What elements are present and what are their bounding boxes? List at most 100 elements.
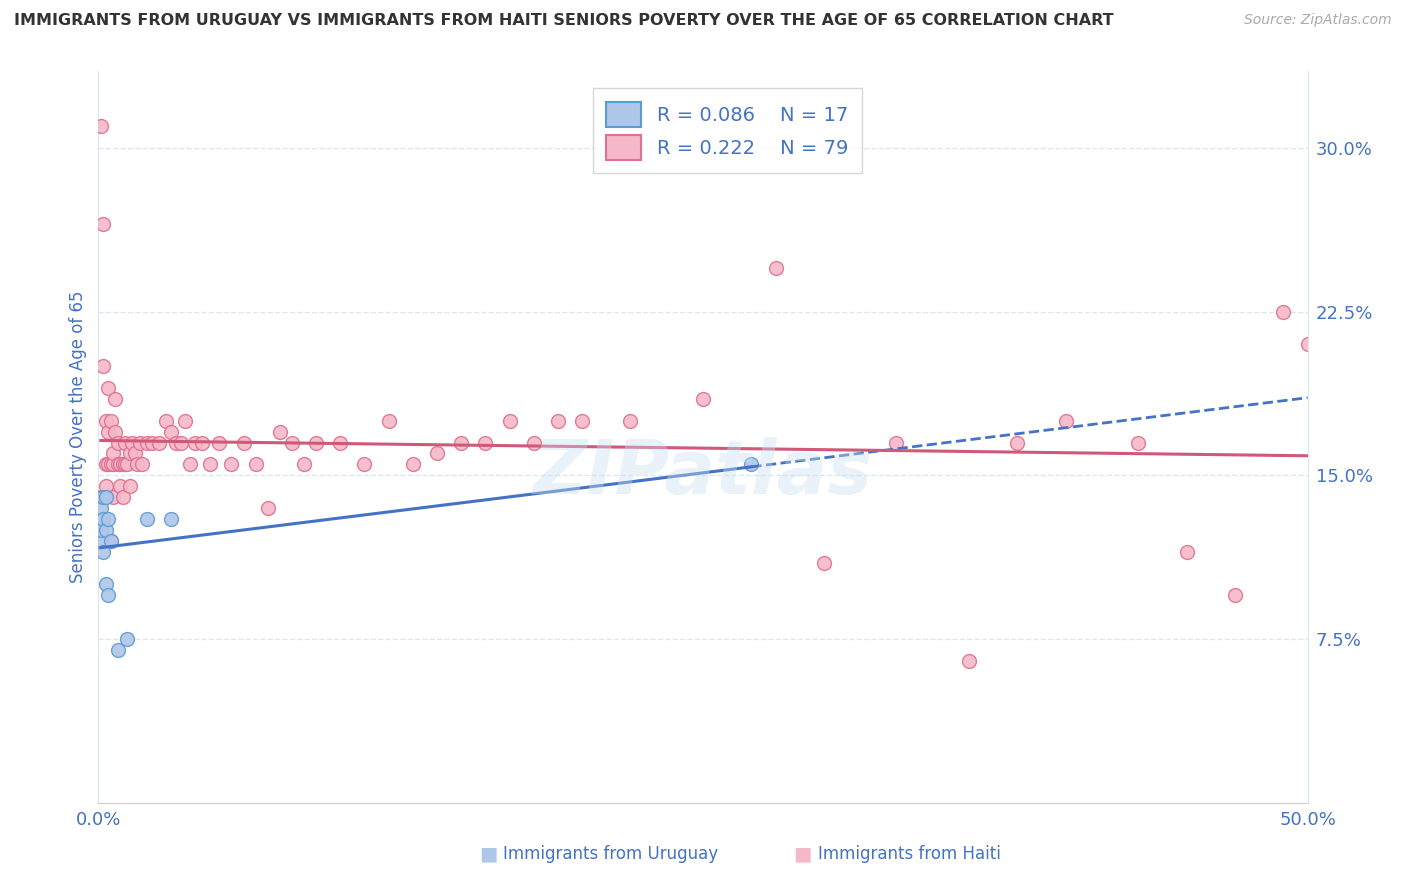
Point <box>101 446 124 460</box>
Point <box>1223 588 1246 602</box>
Point <box>1054 414 1077 428</box>
Point <box>111 490 134 504</box>
Point <box>619 414 641 428</box>
Point <box>292 458 315 472</box>
Point <box>221 458 243 472</box>
Point <box>111 458 134 472</box>
Point <box>474 435 496 450</box>
Point <box>740 458 762 472</box>
Point <box>117 632 139 646</box>
Point <box>232 435 254 450</box>
Point <box>886 435 908 450</box>
Point <box>1175 545 1198 559</box>
Point <box>94 414 117 428</box>
Point <box>1296 337 1319 351</box>
Point <box>90 523 112 537</box>
Point <box>104 425 127 439</box>
Point <box>91 545 114 559</box>
Point <box>269 425 291 439</box>
Point <box>90 119 112 133</box>
Point <box>571 414 593 428</box>
Point <box>117 458 139 472</box>
Point <box>1272 304 1295 318</box>
Point <box>547 414 569 428</box>
Point <box>402 458 425 472</box>
Point <box>148 435 170 450</box>
Point <box>281 435 304 450</box>
Point <box>450 435 472 450</box>
Point <box>108 458 131 472</box>
Point <box>426 446 449 460</box>
Point <box>101 490 124 504</box>
Point <box>94 479 117 493</box>
Text: ■: ■ <box>793 845 811 863</box>
Point <box>107 458 129 472</box>
Point <box>329 435 352 450</box>
Point <box>114 458 136 472</box>
Point <box>128 435 150 450</box>
Point <box>135 435 157 450</box>
Point <box>160 425 183 439</box>
Point <box>90 490 112 504</box>
Text: Source: ZipAtlas.com: Source: ZipAtlas.com <box>1244 13 1392 28</box>
Point <box>91 359 114 373</box>
Text: Immigrants from Haiti: Immigrants from Haiti <box>818 845 1001 863</box>
Point <box>813 556 835 570</box>
Point <box>179 458 201 472</box>
Text: IMMIGRANTS FROM URUGUAY VS IMMIGRANTS FROM HAITI SENIORS POVERTY OVER THE AGE OF: IMMIGRANTS FROM URUGUAY VS IMMIGRANTS FR… <box>14 13 1114 29</box>
Point <box>100 414 122 428</box>
Point <box>692 392 714 406</box>
Point <box>100 533 122 548</box>
Point <box>131 458 153 472</box>
Point <box>90 533 112 548</box>
Point <box>523 435 546 450</box>
Point <box>94 490 117 504</box>
Point <box>94 577 117 591</box>
Point <box>208 435 231 450</box>
Text: ZIPatlas: ZIPatlas <box>533 437 873 510</box>
Point <box>174 414 197 428</box>
Point <box>765 260 787 275</box>
Point <box>94 523 117 537</box>
Text: Immigrants from Uruguay: Immigrants from Uruguay <box>503 845 718 863</box>
Y-axis label: Seniors Poverty Over the Age of 65: Seniors Poverty Over the Age of 65 <box>69 291 87 583</box>
Point <box>97 425 120 439</box>
Point <box>141 435 163 450</box>
Point <box>100 533 122 548</box>
Point <box>498 414 520 428</box>
Point <box>135 512 157 526</box>
Point <box>155 414 177 428</box>
Point <box>100 458 122 472</box>
Point <box>127 458 149 472</box>
Point <box>90 501 112 516</box>
Point <box>191 435 214 450</box>
Point <box>198 458 221 472</box>
Point <box>353 458 375 472</box>
Point <box>1007 435 1029 450</box>
Text: ■: ■ <box>479 845 498 863</box>
Point <box>160 512 183 526</box>
Point <box>124 446 146 460</box>
Point <box>91 217 114 231</box>
Point <box>107 435 129 450</box>
Point <box>165 435 187 450</box>
Point <box>169 435 191 450</box>
Point <box>957 654 980 668</box>
Point <box>118 479 141 493</box>
Legend: R = 0.086    N = 17, R = 0.222    N = 79: R = 0.086 N = 17, R = 0.222 N = 79 <box>592 88 862 173</box>
Point <box>114 435 136 450</box>
Point <box>184 435 207 450</box>
Point <box>118 446 141 460</box>
Point <box>97 381 120 395</box>
Point <box>94 458 117 472</box>
Point <box>97 588 120 602</box>
Point <box>245 458 267 472</box>
Point <box>1128 435 1150 450</box>
Point <box>121 435 143 450</box>
Point <box>97 512 120 526</box>
Point <box>107 643 129 657</box>
Point <box>91 490 114 504</box>
Point <box>256 501 278 516</box>
Point <box>91 512 114 526</box>
Point <box>377 414 399 428</box>
